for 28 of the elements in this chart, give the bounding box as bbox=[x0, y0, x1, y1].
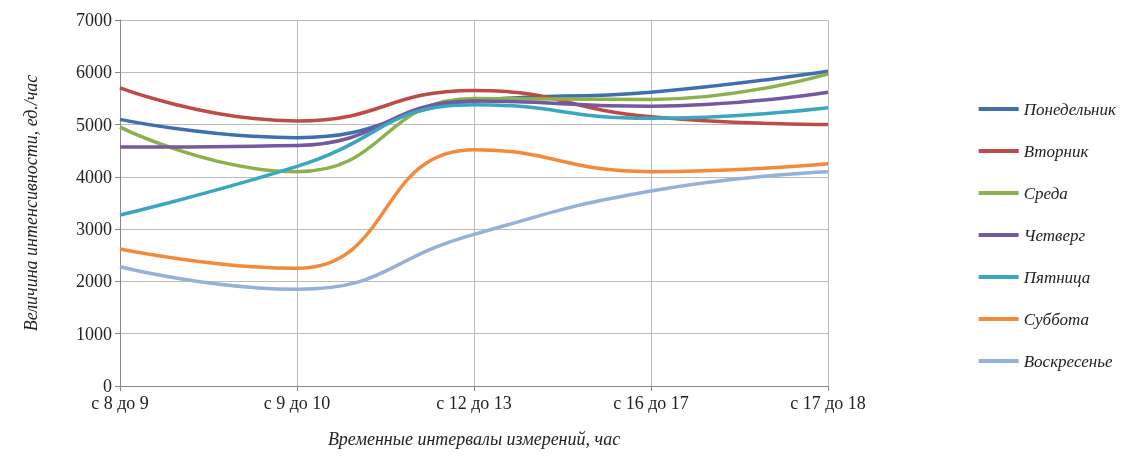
x-tick-label: с 9 до 10 bbox=[263, 393, 331, 413]
line-series bbox=[118, 72, 830, 174]
line-series bbox=[118, 169, 830, 292]
line-series bbox=[118, 90, 830, 149]
legend-label: Пятница bbox=[1022, 267, 1091, 287]
legend-label: Среда bbox=[1023, 183, 1068, 203]
x-tick-label: с 17 до 18 bbox=[790, 393, 866, 413]
legend-label: Понедельник bbox=[1022, 99, 1118, 119]
x-axis-title: Временные интервалы измерений, час bbox=[327, 429, 621, 449]
y-tick-label: 4000 bbox=[76, 166, 112, 187]
legend-label: Вторник bbox=[1023, 141, 1090, 161]
x-tick-label: с 16 до 17 bbox=[613, 393, 689, 413]
line-series bbox=[118, 102, 830, 217]
y-tick-label: 3000 bbox=[76, 219, 112, 240]
y-tick-label: 7000 bbox=[76, 10, 112, 30]
x-tick-label: с 12 до 13 bbox=[436, 393, 512, 413]
legend-label: Четверг bbox=[1023, 225, 1086, 245]
y-tick-label: 6000 bbox=[76, 62, 112, 83]
y-tick-label: 2000 bbox=[76, 271, 112, 292]
y-tick-label: 1000 bbox=[76, 323, 112, 344]
y-tick-label: 5000 bbox=[76, 114, 112, 135]
line-series bbox=[118, 86, 830, 127]
x-tick-label: с 8 до 9 bbox=[91, 393, 149, 413]
y-axis-title: Величина интенсивности, ед./час bbox=[21, 74, 41, 332]
legend-label: Суббота bbox=[1023, 309, 1089, 329]
line-series bbox=[118, 147, 830, 271]
legend-label: Воскресенье bbox=[1023, 351, 1113, 371]
y-tick-label: 0 bbox=[103, 376, 112, 396]
